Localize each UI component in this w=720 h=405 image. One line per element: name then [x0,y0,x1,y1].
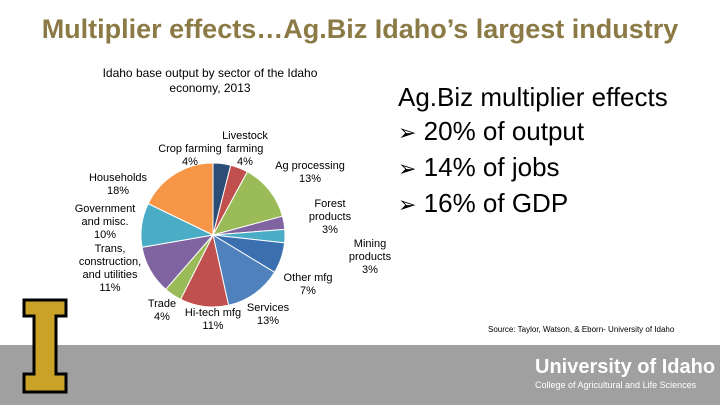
footer-band [0,345,720,405]
value-label: 3% [322,224,338,236]
slice-label: Other mfg 7% [278,272,338,298]
category-label: Hi-tech mfg [184,307,242,319]
pie-slice [212,171,284,236]
source: Source: Taylor, Watson, & Eborn- Univers… [488,325,675,334]
bullet: 16% of GDP [398,186,668,222]
slice-label: Services 13% [238,302,298,328]
value-label: 13% [298,173,322,185]
slice-label: Crop farming 4% [155,143,225,169]
value-label: 13% [256,315,280,327]
pie-slice [212,233,276,306]
university-name: University of Idaho [535,356,716,378]
category-label: Government and misc. [74,203,136,228]
slice-label: Mining products 3% [340,238,400,277]
slice-label: Households 18% [78,172,158,198]
category-label: Services [246,302,290,314]
logo-i [22,298,68,394]
value-label: 4% [182,156,198,168]
slide-title: Multiplier effects…Ag.Biz Idaho’s larges… [41,14,679,44]
value-label: 18% [106,185,130,197]
category-label: Livestock farming [222,130,268,155]
slice-label: Government and misc. 10% [65,203,145,242]
slice-label: Hi-tech mfg 11% [178,307,248,333]
slice-label: Ag processing 13% [270,160,350,186]
value-label: 11% [99,282,121,294]
category-label: Ag processing [275,160,345,172]
category-label: Other mfg [283,272,333,284]
college-name: College of Agricultural and Life Science… [535,380,697,390]
value-label: 4% [237,156,253,168]
category-label: Forest products [308,198,352,223]
category-label: Mining products [348,238,392,263]
chart-subtitle: Idaho base output by sector of the Idaho… [102,66,318,95]
value-label: 11% [202,320,224,332]
slice-label: Forest products 3% [300,198,360,237]
side-text: Ag.Biz multiplier effects 20% of output … [398,80,668,222]
category-label: Households [88,172,148,184]
pie-slice [147,162,214,236]
slice-label: Trans, construction, and utilities 11% [70,243,150,295]
slice-label: Trade 4% [142,298,182,324]
slice-label: Livestock farming 4% [215,130,275,169]
bullet: 14% of jobs [398,150,668,186]
value-label: 10% [93,229,117,241]
value-label: 4% [154,311,170,323]
side-heading: Ag.Biz multiplier effects [398,82,668,112]
category-label: Crop farming [158,143,222,155]
category-label: Trans, construction, and utilities [78,243,142,281]
category-label: Trade [147,298,177,310]
value-label: 3% [362,264,378,276]
bullet: 20% of output [398,114,668,150]
value-label: 7% [300,285,316,297]
